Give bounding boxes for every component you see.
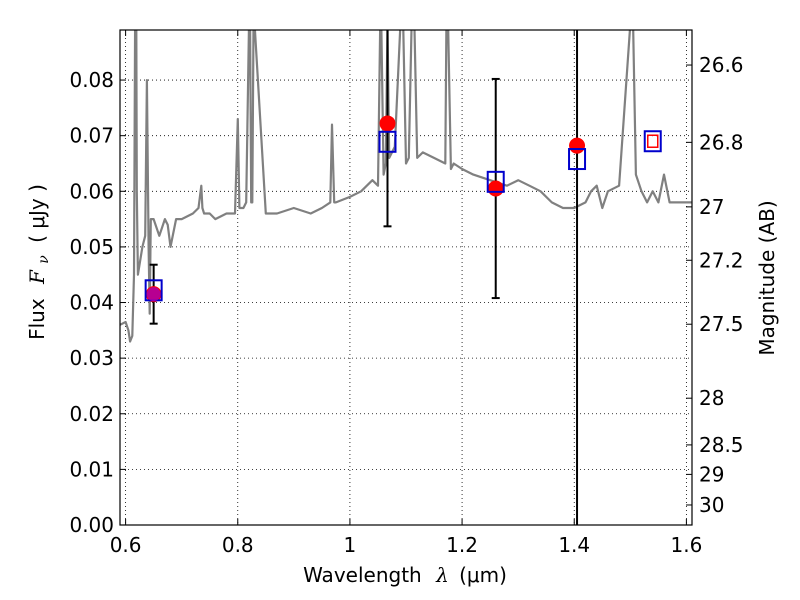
overlap-marker <box>146 287 161 302</box>
x-tick-label: 1.2 <box>446 533 478 557</box>
y-tick-label: 0.06 <box>69 179 114 203</box>
x-tick-label: 0.8 <box>222 533 254 557</box>
y-axis-title-unit: ( μJy ) <box>25 184 49 243</box>
x-axis-title: Wavelength λ (μm) <box>303 563 507 587</box>
x-axis-title-unit: (μm) <box>459 563 507 587</box>
x-tick-label: 0.6 <box>110 533 142 557</box>
right-tick-label: 27.2 <box>699 248 744 272</box>
x-tick-label: 1 <box>344 533 357 557</box>
model-square <box>486 170 505 193</box>
y-axis-title-prefix: Flux <box>25 298 49 340</box>
y-tick-label: 0.07 <box>69 124 114 148</box>
x-tick-label: 1.6 <box>670 533 702 557</box>
right-tick-label: 27.5 <box>699 312 744 336</box>
right-tick-label: 29 <box>699 462 724 486</box>
observed-point <box>379 115 396 132</box>
right-tick-label: 26.6 <box>699 53 744 77</box>
y-axis-title: Flux F ν ( μJy ) <box>25 184 53 340</box>
y-tick-label: 0.03 <box>69 346 114 370</box>
x-axis-title-symbol: λ <box>435 563 449 587</box>
x-tick-label: 1.4 <box>558 533 590 557</box>
y-tick-label: 0.00 <box>69 513 114 537</box>
y-tick-label: 0.08 <box>69 68 114 92</box>
axis-ticks: 0.6 0.8 1 1.2 1.4 1.6 0.00 0.01 0.02 0.03 0.04 0.05… <box>69 30 744 557</box>
y-axis-title-subscript: ν <box>36 255 52 264</box>
y-tick-label: 0.01 <box>69 457 114 481</box>
plot-area <box>120 30 692 525</box>
model-square <box>568 148 587 171</box>
right-tick-label: 28 <box>699 386 724 410</box>
right-tick-label: 28.5 <box>699 433 744 457</box>
model-square <box>378 130 397 153</box>
grid-lines <box>120 30 692 526</box>
y-axis-title-symbol: F <box>25 269 49 285</box>
right-tick-label: 27 <box>699 195 724 219</box>
observed-point <box>569 137 586 154</box>
right-axis-title: Magnitude (AB) <box>755 200 779 355</box>
right-tick-label: 30 <box>699 493 724 517</box>
upper-limit-square <box>646 134 659 148</box>
observed-point <box>487 180 504 197</box>
x-axis-title-prefix: Wavelength <box>303 563 422 587</box>
y-tick-label: 0.02 <box>69 402 114 426</box>
spectrum-line <box>120 30 692 343</box>
model-square <box>643 130 662 153</box>
right-tick-label: 26.8 <box>699 130 744 154</box>
y-tick-label: 0.05 <box>69 235 114 259</box>
y-tick-label: 0.04 <box>69 291 114 315</box>
plot-frame <box>119 29 693 526</box>
